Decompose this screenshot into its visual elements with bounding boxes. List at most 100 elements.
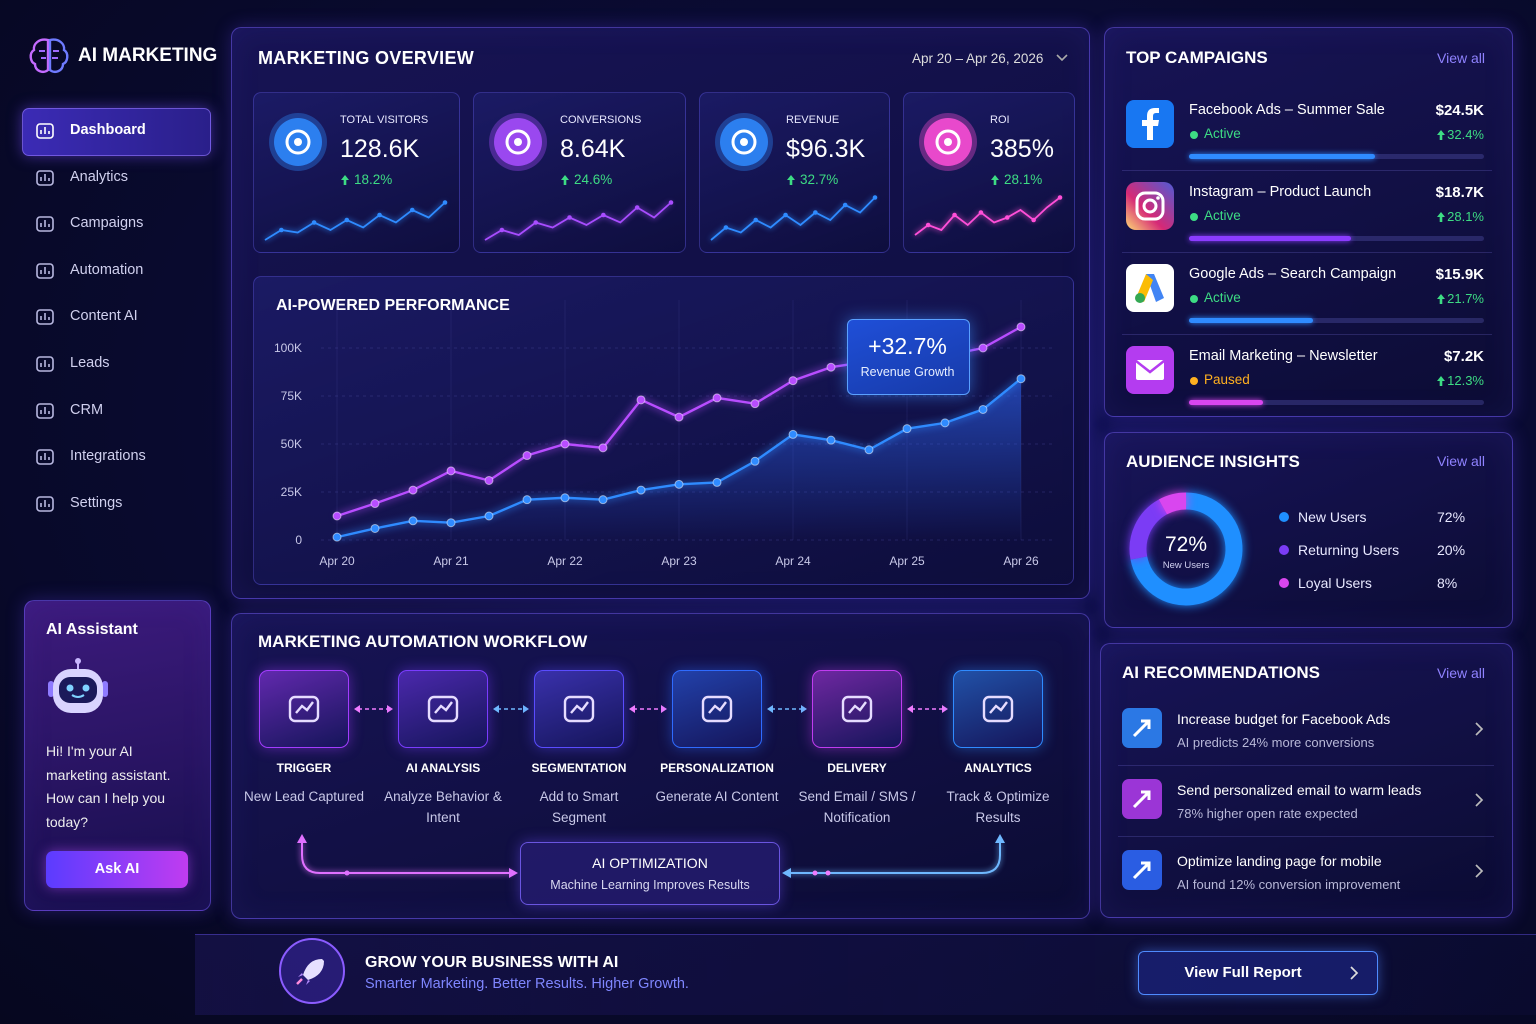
- data-point: [598, 443, 608, 453]
- workflow-step-desc: Add to Smart Segment: [539, 789, 619, 825]
- workflow-step-name: ANALYTICS: [964, 761, 1032, 775]
- circle-shape: [935, 129, 961, 155]
- view-all-link[interactable]: View all: [1437, 453, 1485, 469]
- campaign-status: Active: [1204, 290, 1241, 305]
- campaign-name[interactable]: Facebook Ads – Summer Sale: [1189, 102, 1385, 118]
- view-all-link[interactable]: View all: [1437, 665, 1485, 681]
- feedback-loop: [297, 834, 1005, 878]
- path-shape: [40, 313, 50, 321]
- path-shape: [434, 701, 453, 714]
- sparkline-point: [783, 212, 788, 218]
- status-dot: [1190, 377, 1198, 385]
- optimization-desc: Machine Learning Improves Results: [550, 878, 750, 892]
- date-range[interactable]: Apr 20 – Apr 26, 2026: [912, 51, 1044, 66]
- assistant-title: AI Assistant: [46, 621, 138, 638]
- data-point: [370, 523, 380, 533]
- path-shape: [40, 453, 50, 461]
- circle-shape: [731, 129, 757, 155]
- row-separator: [1122, 252, 1492, 253]
- sparkline-point: [872, 195, 878, 200]
- path-shape: [1056, 54, 1068, 62]
- sparkline-point: [567, 215, 572, 220]
- path-shape: [991, 175, 999, 185]
- chevron[interactable]: [1474, 722, 1484, 736]
- workflow-step-desc: Analyze Behavior & Intent: [384, 789, 502, 825]
- circle-shape: [285, 129, 311, 155]
- sparkline-point: [1004, 215, 1010, 220]
- circle-shape: [505, 129, 531, 155]
- workflow-step-name: DELIVERY: [827, 761, 887, 775]
- campaign-name[interactable]: Email Marketing – Newsletter: [1189, 348, 1378, 364]
- workflow-connector: [493, 705, 529, 713]
- x-tick-label: Apr 25: [889, 554, 925, 568]
- report-button[interactable]: [1138, 951, 1378, 995]
- nav-item[interactable]: Dashboard: [70, 122, 146, 138]
- nav-icon: [36, 169, 54, 186]
- nav-item[interactable]: Campaigns: [70, 215, 144, 232]
- nav-item[interactable]: Integrations: [70, 448, 146, 465]
- kpi-icon: [715, 113, 773, 171]
- chevron[interactable]: [1474, 793, 1484, 807]
- workflow-connector: [907, 705, 948, 713]
- view-all-link[interactable]: View all: [1437, 50, 1485, 66]
- data-point: [978, 404, 988, 414]
- campaign-name[interactable]: Instagram – Product Launch: [1189, 184, 1372, 200]
- y-tick-label: 75K: [281, 389, 302, 403]
- sparkline-point: [634, 205, 640, 210]
- legend-dot: [1279, 512, 1289, 522]
- workflow-step-box[interactable]: [953, 670, 1043, 748]
- campaign-name[interactable]: Google Ads – Search Campaign: [1189, 266, 1397, 282]
- nav-item[interactable]: CRM: [70, 401, 104, 418]
- nav-icon: [36, 309, 54, 326]
- nav-icon: [36, 123, 54, 139]
- path-shape: [1475, 722, 1484, 736]
- recommendation-title[interactable]: Optimize landing page for mobile: [1177, 853, 1382, 869]
- recommendation-desc: AI found 12% conversion improvement: [1177, 877, 1401, 892]
- rect-shape: [36, 356, 54, 372]
- data-point: [408, 485, 418, 495]
- path-shape: [40, 220, 50, 228]
- path-shape: [40, 173, 50, 181]
- kpi-change: 18.2%: [354, 172, 393, 187]
- kpi-icon: [489, 113, 547, 171]
- robot-icon: [48, 658, 108, 713]
- date-chevron[interactable]: [1056, 54, 1068, 62]
- legend-dot: [1279, 578, 1289, 588]
- up-arrow-icon: [1437, 212, 1445, 222]
- recommendation-title[interactable]: Increase budget for Facebook Ads: [1177, 711, 1391, 727]
- data-point: [332, 532, 342, 542]
- y-tick-label: 100K: [274, 341, 302, 355]
- recommendation-title[interactable]: Send personalized email to warm leads: [1177, 782, 1422, 798]
- workflow-step-desc: Track & Optimize Results: [946, 789, 1050, 825]
- campaign-change: 21.7%: [1447, 291, 1484, 306]
- path-shape: [1350, 966, 1359, 980]
- recommendation-desc: 78% higher open rate expected: [1177, 806, 1358, 821]
- nav-item[interactable]: Leads: [70, 355, 110, 371]
- kpi-value: 385%: [990, 135, 1054, 163]
- sparkline-point: [813, 210, 818, 215]
- chevron[interactable]: [1474, 864, 1484, 878]
- nav-item[interactable]: Settings: [70, 494, 123, 511]
- path-shape: [295, 701, 314, 714]
- path-shape: [40, 406, 50, 414]
- workflow-connector: [629, 705, 667, 713]
- sparkline-point: [753, 217, 759, 223]
- rect-shape: [1126, 264, 1174, 312]
- legend-value: 8%: [1437, 575, 1457, 591]
- report-button-label[interactable]: View Full Report: [1184, 964, 1302, 981]
- data-point: [408, 516, 418, 526]
- nav-icon: [36, 449, 54, 465]
- rect-shape: [102, 681, 108, 697]
- sparkline-point: [842, 202, 848, 208]
- data-point: [712, 477, 722, 487]
- workflow-step-name: AI ANALYSIS: [405, 761, 481, 775]
- circle-shape: [294, 138, 302, 146]
- data-point: [864, 445, 874, 455]
- nav-item[interactable]: Analytics: [70, 168, 129, 185]
- nav-item[interactable]: Content AI: [70, 308, 138, 325]
- nav-item[interactable]: Automation: [70, 261, 144, 278]
- campaign-amount: $7.2K: [1443, 348, 1484, 365]
- banner-subtitle: Smarter Marketing. Better Results. Highe…: [365, 976, 689, 992]
- rect-shape: [36, 262, 54, 279]
- ask-ai-button[interactable]: Ask AI: [46, 851, 188, 888]
